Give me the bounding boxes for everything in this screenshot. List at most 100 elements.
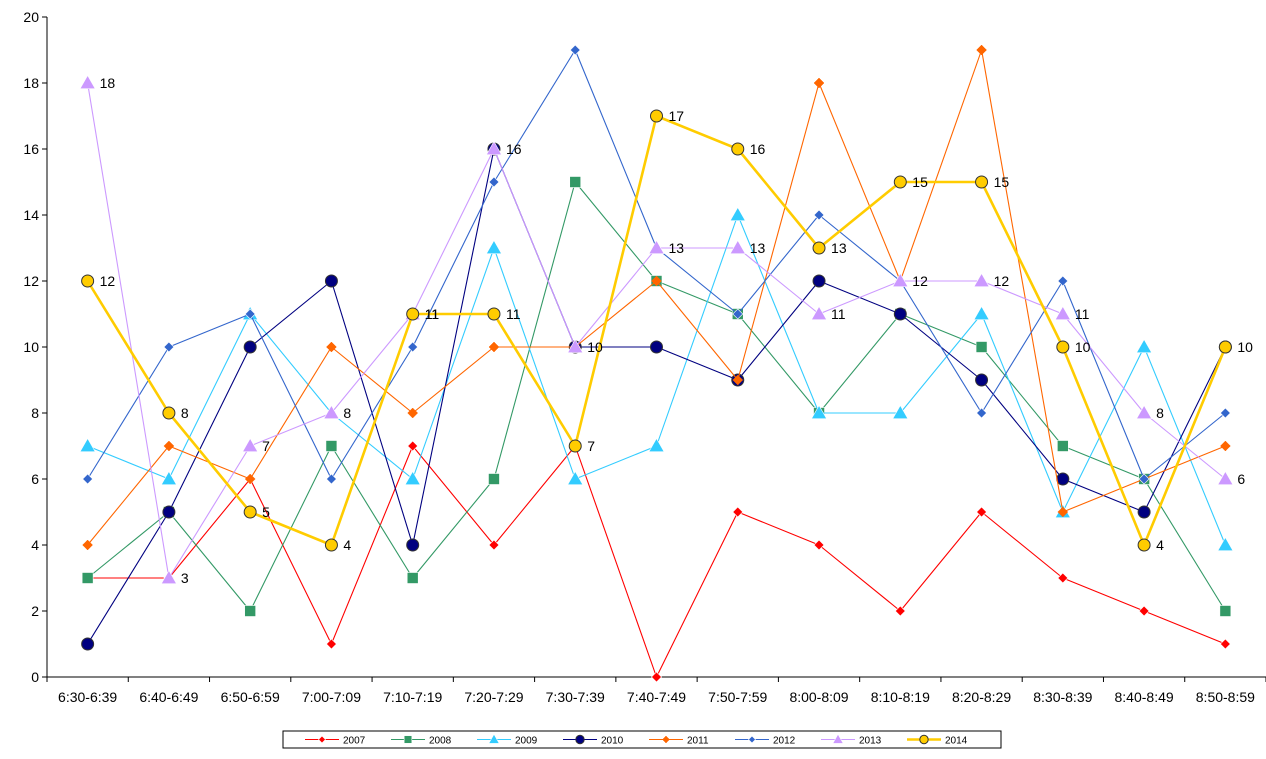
data-label: 10 [1075, 339, 1091, 355]
data-point-2008 [325, 440, 338, 452]
data-label: 11 [831, 306, 846, 322]
data-point-2009 [160, 470, 177, 485]
legend-marker [575, 734, 585, 745]
data-point-2013 [892, 272, 909, 287]
data-point-2014 [324, 538, 338, 552]
y-tick-label: 20 [23, 9, 39, 25]
data-point-2007 [1219, 638, 1231, 650]
x-tick-label: 7:20-7:29 [464, 689, 523, 705]
data-point-2013 [729, 239, 746, 254]
data-point-2009 [729, 206, 746, 221]
data-point-2007 [488, 539, 500, 551]
data-point-2013 [1136, 404, 1153, 419]
series-2010 [81, 142, 1232, 651]
data-label: 12 [912, 273, 928, 289]
x-tick-label: 7:10-7:19 [383, 689, 442, 705]
data-point-2008 [81, 572, 94, 584]
data-point-2014 [1218, 340, 1232, 354]
data-point-2012 [82, 473, 94, 485]
data-point-2008 [406, 572, 419, 584]
data-label: 16 [750, 141, 766, 157]
data-point-2014 [243, 505, 257, 519]
data-label: 8 [343, 405, 351, 421]
y-tick-label: 14 [23, 207, 39, 223]
data-point-2007 [813, 539, 825, 551]
data-label: 3 [181, 570, 189, 586]
data-point-2014 [650, 109, 663, 123]
data-point-2012 [976, 407, 987, 419]
legend-item-2013: 2013 [821, 733, 882, 747]
data-point-2011 [1220, 440, 1231, 452]
data-point-2010 [324, 274, 338, 288]
data-point-2012 [488, 176, 500, 188]
data-label: 8 [1156, 405, 1164, 421]
data-point-2011 [326, 341, 337, 353]
data-point-2011 [813, 77, 825, 89]
data-point-2014 [975, 175, 989, 189]
data-point-2008 [1219, 605, 1232, 617]
legend-marker [662, 735, 670, 744]
data-point-2010 [893, 307, 907, 321]
data-point-2007 [894, 605, 906, 617]
data-point-2012 [326, 473, 337, 485]
legend-label: 2010 [601, 736, 624, 747]
data-point-2007 [407, 440, 419, 452]
data-point-2011 [163, 440, 175, 452]
data-point-2011 [244, 473, 256, 485]
data-point-2008 [488, 473, 500, 485]
data-label: 15 [912, 174, 928, 190]
data-point-2010 [812, 274, 826, 288]
data-point-2009 [485, 239, 502, 254]
data-label: 13 [831, 240, 847, 256]
legend-item-2009: 2009 [477, 733, 538, 747]
x-tick-label: 7:50-7:59 [708, 689, 767, 705]
x-tick-label: 8:50-8:59 [1196, 689, 1255, 705]
data-point-2009 [1136, 338, 1153, 353]
data-point-2007 [1057, 572, 1069, 584]
y-axis-ticks: 0 2 4 6 8 10 12 14 16 18 20 [23, 9, 47, 685]
data-label: 11 [425, 306, 440, 322]
data-label: 13 [750, 240, 766, 256]
y-tick-label: 8 [31, 405, 39, 421]
legend: 2007 2008 2009 2010 2011 2012 2013 2014 [282, 730, 1002, 749]
data-label: 15 [994, 174, 1010, 190]
data-label: 12 [100, 273, 116, 289]
data-point-2013 [160, 569, 177, 584]
data-point-2013 [567, 338, 584, 353]
x-tick-label: 8:20-8:29 [952, 689, 1011, 705]
data-point-2012 [244, 308, 256, 320]
data-point-2010 [81, 637, 95, 651]
data-point-2012 [1138, 473, 1150, 485]
y-tick-label: 16 [23, 141, 39, 157]
y-tick-label: 0 [31, 669, 39, 685]
data-point-2007 [651, 671, 662, 683]
data-label: 10 [1237, 339, 1253, 355]
data-label: 4 [343, 537, 351, 553]
data-label: 7 [587, 438, 595, 454]
data-point-2014 [406, 307, 420, 321]
legend-item-2012: 2012 [735, 736, 796, 747]
legend-marker [832, 733, 844, 744]
data-label: 11 [425, 306, 440, 322]
data-point-2010 [650, 340, 663, 354]
x-tick-label: 8:30-8:39 [1033, 689, 1092, 705]
data-point-2013 [242, 437, 259, 452]
legend-label: 2012 [773, 736, 796, 747]
data-point-2009 [79, 437, 96, 452]
data-point-2011 [651, 275, 662, 287]
data-point-2011 [82, 539, 93, 551]
data-point-2014 [893, 175, 907, 189]
series-2009 [79, 206, 1234, 551]
data-point-2012 [163, 341, 175, 353]
x-axis-ticks: 6:30-6:39 6:40-6:49 6:50-6:59 7:00-7:09 7:10… [46, 677, 1266, 705]
x-tick-label: 6:50-6:59 [221, 689, 280, 705]
series-line-2010 [87, 148, 1226, 645]
data-label: 17 [669, 108, 685, 124]
legend-item-2008: 2008 [391, 735, 452, 747]
data-label: 11 [1075, 306, 1090, 322]
data-point-2013 [811, 305, 828, 320]
series-lines [79, 44, 1234, 683]
data-point-2009 [1217, 536, 1234, 551]
data-point-2013 [1217, 470, 1234, 485]
